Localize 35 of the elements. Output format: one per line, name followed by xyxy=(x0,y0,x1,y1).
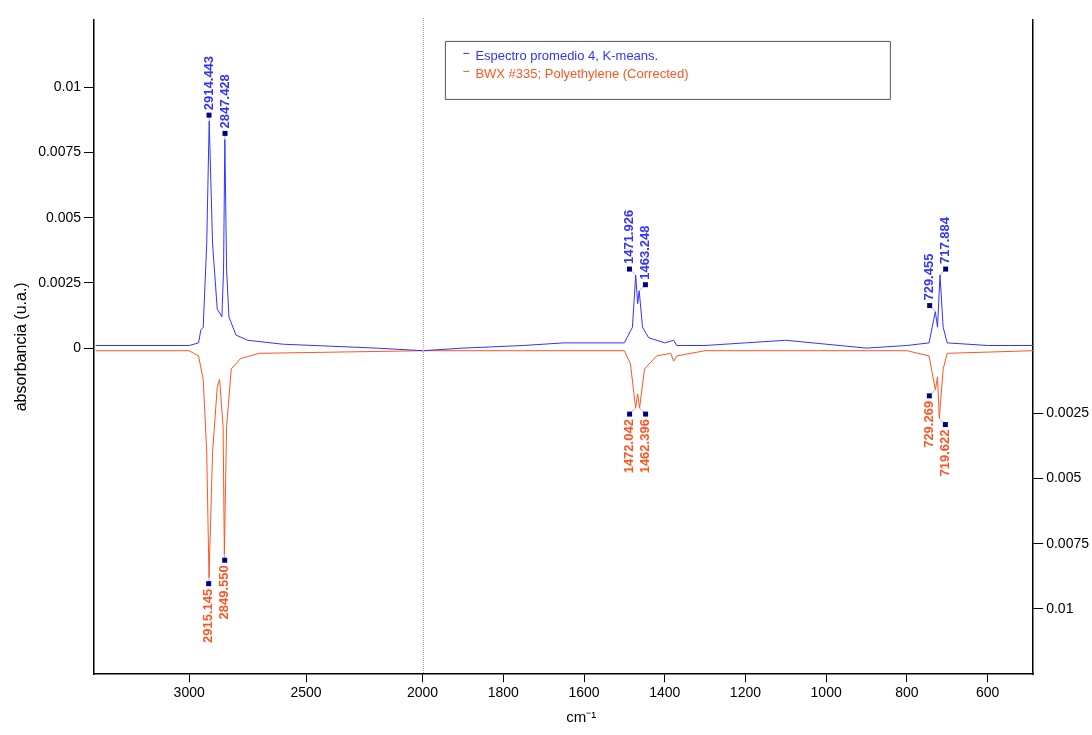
y2-tick-label: 0.0075 xyxy=(1046,534,1090,551)
x-tick-label: 1600 xyxy=(568,684,600,701)
x-axis-title: cm⁻¹ xyxy=(566,707,597,725)
x-tick-label: 1200 xyxy=(729,684,762,701)
y-tick-label: 0 xyxy=(73,338,82,355)
annotation: 2849.550 xyxy=(216,565,232,620)
annotation: 1472.042 xyxy=(621,419,637,474)
y-tick-label: 0.005 xyxy=(45,208,82,225)
annotation: 729.455 xyxy=(921,253,937,301)
annotation: 2915.145 xyxy=(200,588,216,643)
legend-label: Espectro promedio 4, K-means. xyxy=(475,47,659,63)
y2-tick-label: 0.0025 xyxy=(1046,404,1090,421)
x-tick-label: 600 xyxy=(975,684,1000,701)
legend-label: BWX #335; Polyethylene (Corrected) xyxy=(475,65,689,81)
y-tick-label: 0.01 xyxy=(53,78,82,95)
y2-tick-label: 0.005 xyxy=(1046,469,1082,486)
y2-tick-label: 0.01 xyxy=(1046,599,1074,616)
annotation: 1463.248 xyxy=(637,225,653,280)
annotation: 2914.443 xyxy=(200,55,216,111)
x-tick-label: 800 xyxy=(895,684,919,701)
x-tick-label: 1800 xyxy=(487,684,520,701)
annotation: 1471.926 xyxy=(621,209,637,265)
y-tick-label: 0.0025 xyxy=(38,273,82,290)
x-tick-label: 1000 xyxy=(810,684,842,701)
x-tick-label: 1400 xyxy=(649,684,681,701)
annotation: 719.622 xyxy=(936,429,952,477)
x-tick-label: 2500 xyxy=(290,684,322,701)
x-tick-label: 3000 xyxy=(173,684,205,701)
annotation: 729.269 xyxy=(920,400,936,448)
x-tick-label: 2000 xyxy=(406,684,439,701)
y-axis-title: absorbancia (u.a.) xyxy=(12,282,30,412)
annotation: 1462.396 xyxy=(637,419,653,474)
annotation: 2847.428 xyxy=(216,74,232,129)
y-tick-label: 0.0075 xyxy=(38,143,82,160)
annotation: 717.884 xyxy=(937,216,953,265)
